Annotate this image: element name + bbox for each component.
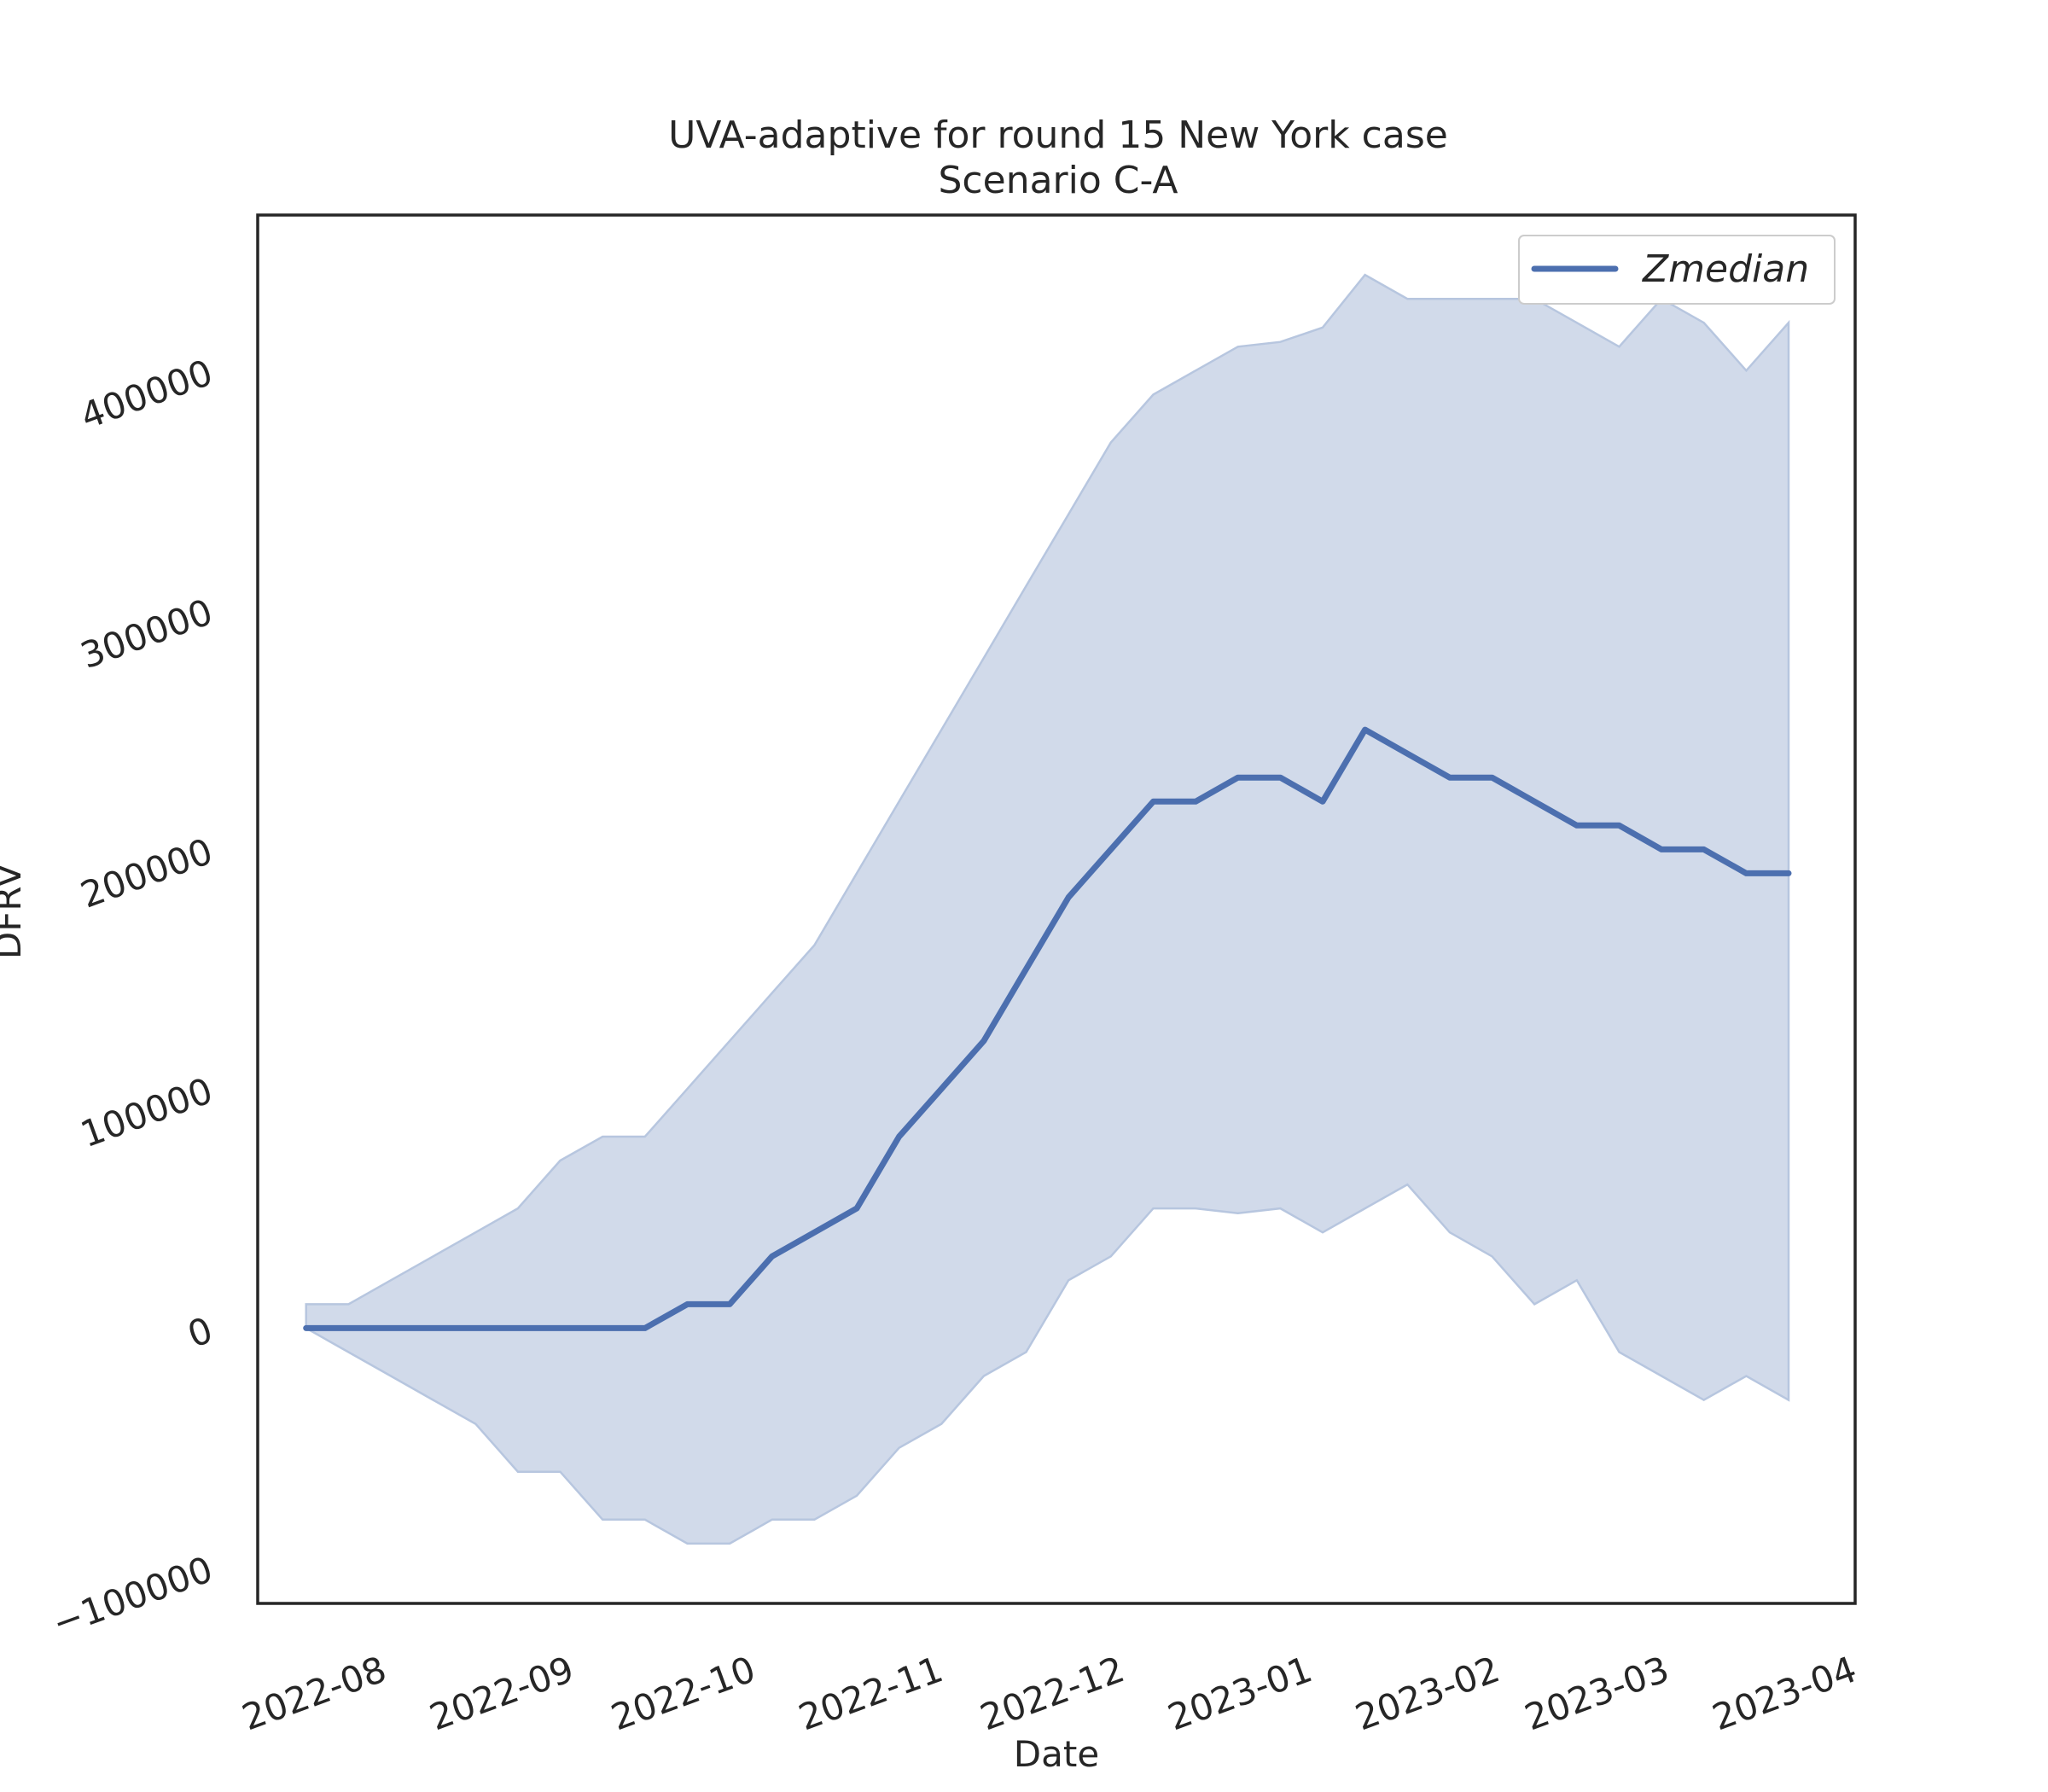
plot-area [256,213,1857,1605]
x-axis-ticks: 2022-08 2022-09 2022-10 2022-11 2022-12 2023-… [236,1648,1862,1738]
legend: Zmedian [1518,235,1836,305]
y-tick-label: 300000 [75,591,218,677]
x-axis-label: Date [1014,1733,1099,1775]
x-tick-label: 2022-12 [975,1648,1130,1738]
x-tick-label: 2023-02 [1350,1648,1505,1738]
y-axis-label: DFRV [0,864,29,959]
x-tick-label: 2022-10 [606,1648,761,1738]
confidence-band [305,273,1790,1545]
legend-label: Zmedian [1642,247,1809,291]
x-tick-label: 2023-03 [1519,1648,1674,1738]
chart-titles: UVA-adaptive for round 15 New York case … [668,113,1448,202]
y-tick-label: 200000 [75,830,218,916]
y-tick-label: −100000 [47,1548,218,1644]
y-axis-ticks: −100000 0 100000 200000 300000 400000 [47,352,218,1645]
legend-box [1518,235,1836,305]
chart-title: UVA-adaptive for round 15 New York case [668,113,1448,157]
y-tick-label: 400000 [75,352,218,438]
y-tick-label: 0 [183,1309,218,1356]
x-tick-label: 2022-09 [424,1648,579,1738]
y-tick-label: 100000 [75,1069,218,1155]
median-line [303,726,1792,1331]
x-tick-label: 2023-04 [1707,1648,1862,1738]
x-tick-label: 2022-11 [794,1648,949,1738]
plot-frame [256,213,1857,1605]
chart-subtitle: Scenario C-A [939,159,1178,202]
x-tick-label: 2023-01 [1162,1648,1318,1738]
x-tick-label: 2022-08 [236,1648,392,1738]
